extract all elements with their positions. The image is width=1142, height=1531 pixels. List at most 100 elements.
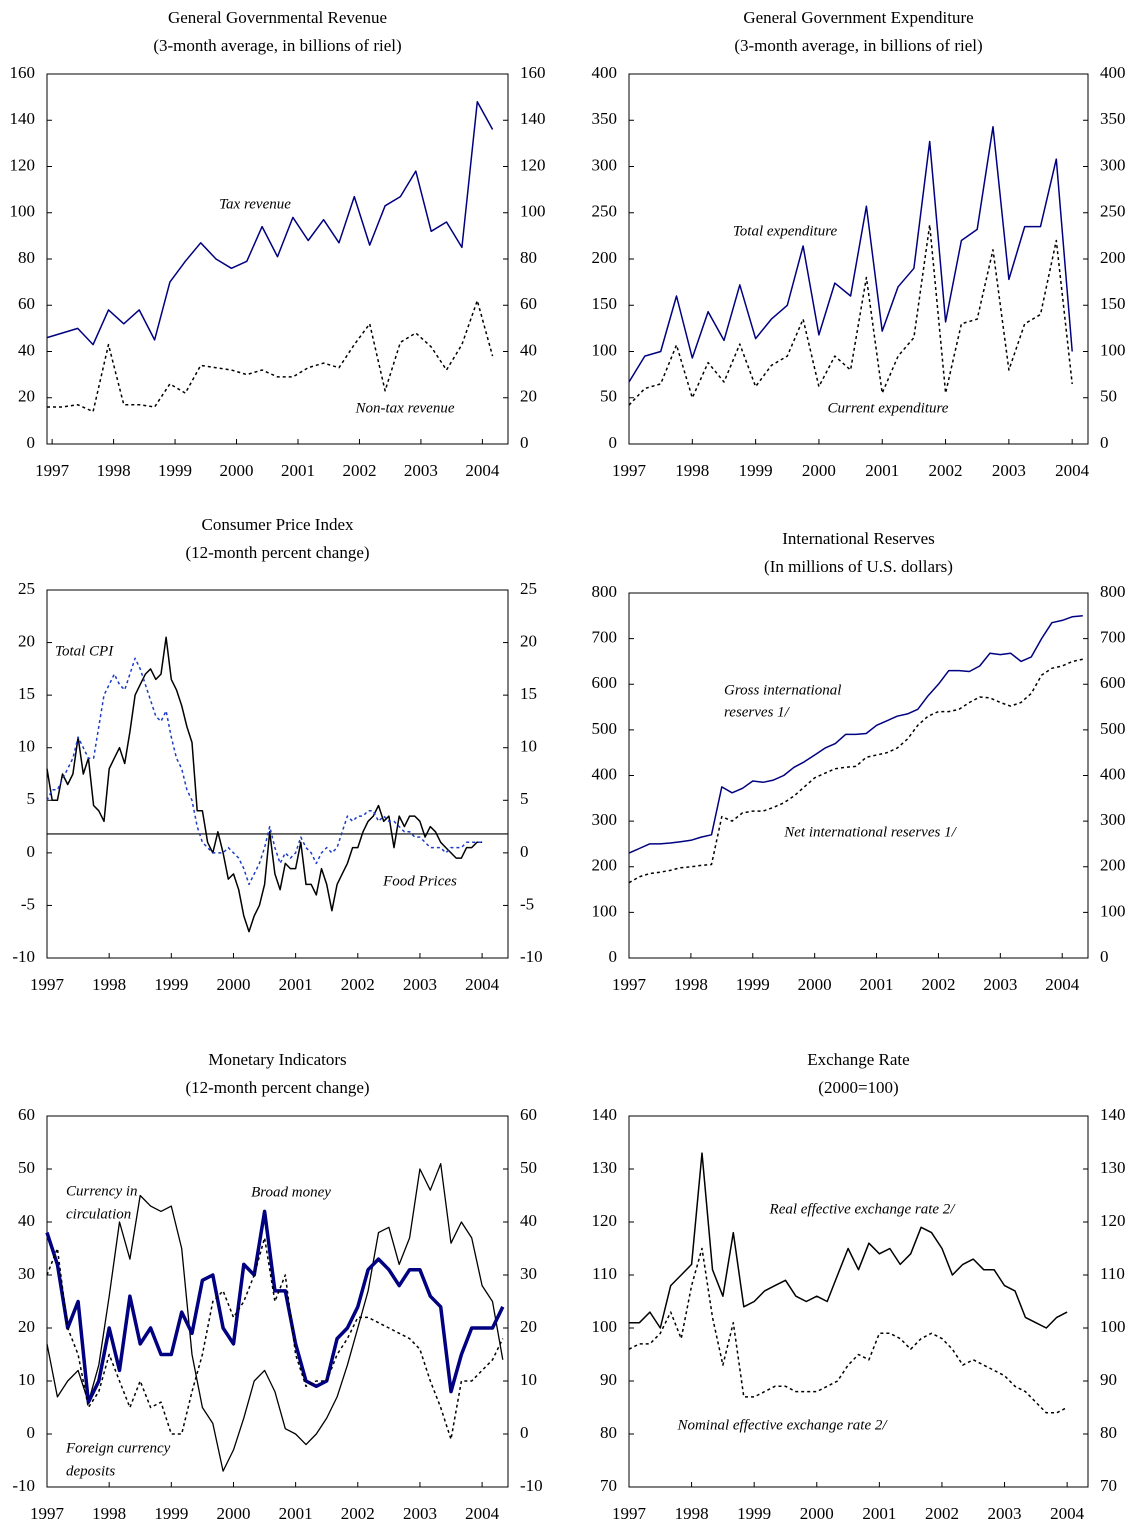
x-tick-label: 1999 bbox=[154, 975, 188, 994]
x-tick-label: 2003 bbox=[988, 1504, 1022, 1523]
x-tick-label: 2002 bbox=[341, 1504, 375, 1523]
x-tick-label: 1998 bbox=[674, 975, 708, 994]
y2-tick-label: 130 bbox=[1100, 1158, 1126, 1177]
y2-tick-label: 800 bbox=[1100, 582, 1126, 601]
x-tick-label: 1997 bbox=[30, 1504, 65, 1523]
y2-tick-label: 20 bbox=[520, 387, 537, 406]
y-tick-label: 160 bbox=[10, 63, 36, 82]
plot-frame bbox=[46, 73, 509, 445]
series-line bbox=[628, 658, 1083, 884]
x-tick-label: 1998 bbox=[97, 461, 131, 480]
y2-tick-label: 20 bbox=[520, 631, 537, 650]
x-tick-label: 2000 bbox=[216, 975, 250, 994]
y2-tick-label: 200 bbox=[1100, 248, 1126, 267]
y2-tick-label: 0 bbox=[1100, 947, 1109, 966]
x-tick-label: 1999 bbox=[739, 461, 773, 480]
x-tick-label: 2003 bbox=[403, 975, 437, 994]
y2-tick-label: 600 bbox=[1100, 673, 1126, 692]
y-tick-label: 350 bbox=[592, 109, 618, 128]
annotation: Gross international bbox=[724, 682, 841, 698]
y-tick-label: -5 bbox=[21, 894, 35, 913]
y-tick-label: 500 bbox=[592, 719, 618, 738]
y2-tick-label: 300 bbox=[1100, 155, 1126, 174]
chart-title: General Governmental Revenue bbox=[168, 8, 387, 27]
y2-tick-label: 80 bbox=[1100, 1423, 1117, 1442]
series-line bbox=[46, 657, 483, 886]
y-tick-label: 300 bbox=[592, 810, 618, 829]
y2-tick-label: 110 bbox=[1100, 1264, 1125, 1283]
y2-tick-label: 10 bbox=[520, 1370, 537, 1389]
y2-tick-label: 250 bbox=[1100, 202, 1126, 221]
x-tick-label: 2003 bbox=[404, 461, 438, 480]
series-line bbox=[628, 615, 1083, 854]
y2-tick-label: 20 bbox=[520, 1317, 537, 1336]
x-tick-label: 2003 bbox=[403, 1504, 437, 1523]
annotation: Currency in bbox=[66, 1183, 138, 1199]
x-tick-label: 1999 bbox=[158, 461, 192, 480]
y-tick-label: 10 bbox=[18, 737, 35, 756]
x-tick-label: 1998 bbox=[92, 975, 126, 994]
y2-tick-label: 400 bbox=[1100, 764, 1126, 783]
x-tick-label: 2002 bbox=[341, 975, 375, 994]
y-tick-label: 0 bbox=[609, 947, 618, 966]
y2-tick-label: 90 bbox=[1100, 1370, 1117, 1389]
y-tick-label: 60 bbox=[18, 1105, 35, 1124]
chart-subtitle: (In millions of U.S. dollars) bbox=[764, 557, 953, 576]
y-tick-label: 100 bbox=[10, 202, 36, 221]
plot-frame bbox=[46, 589, 509, 959]
y2-tick-label: -10 bbox=[520, 947, 543, 966]
x-tick-label: 2004 bbox=[465, 1504, 500, 1523]
y2-tick-label: 140 bbox=[1100, 1105, 1126, 1124]
chart-subtitle: (2000=100) bbox=[818, 1078, 898, 1097]
series-line bbox=[628, 125, 1073, 383]
y-tick-label: 300 bbox=[592, 155, 618, 174]
y2-tick-label: 100 bbox=[520, 202, 546, 221]
y2-tick-label: 400 bbox=[1100, 63, 1126, 82]
y-tick-label: 200 bbox=[592, 248, 618, 267]
chart-title: Exchange Rate bbox=[807, 1050, 909, 1069]
x-tick-label: 2000 bbox=[216, 1504, 250, 1523]
y2-tick-label: 160 bbox=[520, 63, 546, 82]
y2-tick-label: 120 bbox=[1100, 1211, 1126, 1230]
y2-tick-label: 120 bbox=[520, 155, 546, 174]
x-tick-label: 2002 bbox=[929, 461, 963, 480]
x-tick-label: 1999 bbox=[736, 975, 770, 994]
y-tick-label: 600 bbox=[592, 673, 618, 692]
x-tick-label: 2004 bbox=[1045, 975, 1080, 994]
y-tick-label: 20 bbox=[18, 631, 35, 650]
y-tick-label: 30 bbox=[18, 1264, 35, 1283]
y-tick-label: 100 bbox=[592, 1317, 618, 1336]
x-tick-label: 1998 bbox=[675, 1504, 709, 1523]
x-tick-label: 1998 bbox=[92, 1504, 126, 1523]
y2-tick-label: 500 bbox=[1100, 719, 1126, 738]
y2-tick-label: 300 bbox=[1100, 810, 1126, 829]
y-tick-label: 80 bbox=[600, 1423, 617, 1442]
x-tick-label: 1997 bbox=[30, 975, 65, 994]
x-tick-label: 2000 bbox=[802, 461, 836, 480]
y-tick-label: 5 bbox=[27, 789, 36, 808]
annotation: Foreign currency bbox=[65, 1440, 171, 1456]
y2-tick-label: 0 bbox=[1100, 433, 1109, 452]
y-tick-label: 140 bbox=[10, 109, 36, 128]
x-tick-label: 2001 bbox=[279, 975, 313, 994]
y-tick-label: 0 bbox=[27, 433, 36, 452]
x-tick-label: 2001 bbox=[865, 461, 899, 480]
x-tick-label: 2003 bbox=[983, 975, 1017, 994]
series-line bbox=[46, 101, 494, 346]
x-tick-label: 1999 bbox=[737, 1504, 771, 1523]
x-tick-label: 2000 bbox=[798, 975, 832, 994]
y2-tick-label: 200 bbox=[1100, 856, 1126, 875]
series-line bbox=[45, 1209, 505, 1404]
annotation: Food Prices bbox=[382, 873, 457, 889]
y-tick-label: 20 bbox=[18, 1317, 35, 1336]
series-line bbox=[628, 224, 1073, 406]
y-tick-label: 130 bbox=[592, 1158, 618, 1177]
y2-tick-label: 25 bbox=[520, 579, 537, 598]
chart-title: General Government Expenditure bbox=[743, 8, 973, 27]
y-tick-label: 120 bbox=[10, 155, 36, 174]
y-tick-label: 140 bbox=[592, 1105, 618, 1124]
y2-tick-label: 60 bbox=[520, 1105, 537, 1124]
y-tick-label: -10 bbox=[12, 947, 35, 966]
plot-frame bbox=[628, 1115, 1089, 1488]
